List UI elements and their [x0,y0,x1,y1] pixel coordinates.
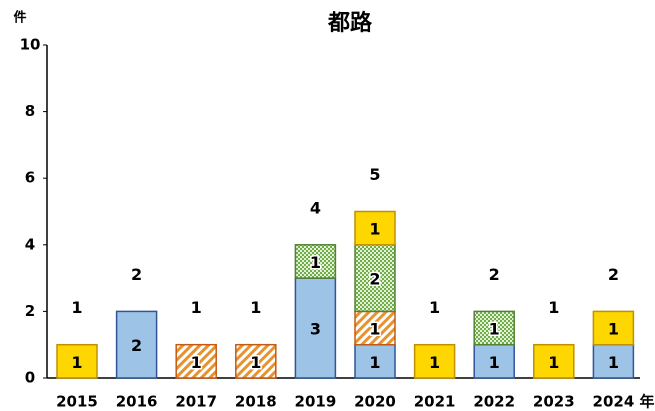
y-tick-label: 8 [25,102,35,120]
bar-segment [294,244,337,279]
total-label: 1 [250,298,261,317]
x-tick-label: 2022 [473,393,515,411]
segment-label: 2 [369,270,380,289]
y-tick-label: 10 [20,36,41,54]
bar-segment [354,310,396,346]
total-label: 2 [608,265,619,284]
x-tick-label: 2021 [414,393,456,411]
bar-segment [473,310,515,346]
total-label: 5 [369,165,380,184]
bar-segment [354,244,396,313]
segment-label: 1 [369,353,380,372]
bar-segment [592,310,635,346]
total-label: 2 [131,265,142,284]
segment-label: 1 [369,220,380,239]
bar-segment [473,343,515,379]
total-label: 1 [548,298,559,317]
x-tick-label: 2023 [533,393,575,411]
x-tick-label: 2024 [593,393,635,411]
segment-label: 1 [489,320,500,339]
x-axis-label: 年 [639,393,654,411]
bar-segment [413,343,456,379]
segment-label: 1 [489,353,500,372]
bar-segment [175,343,217,379]
y-tick-label: 4 [25,235,35,253]
bar-segment [56,343,98,379]
total-label: 1 [429,298,440,317]
bar-segment [294,277,337,379]
x-tick-label: 2016 [116,393,158,411]
x-tick-label: 2018 [235,393,277,411]
bar-segment [115,310,158,379]
x-tick-label: 2017 [175,393,217,411]
total-label: 1 [71,298,82,317]
segment-label: 1 [71,353,82,372]
x-tick-label: 2020 [354,393,396,411]
bar-segment [533,343,575,379]
total-label: 1 [191,298,202,317]
y-tick-label: 0 [25,369,35,387]
segment-label: 1 [369,320,380,339]
total-label: 2 [489,265,500,284]
segment-label: 3 [310,320,321,339]
y-tick-label: 2 [25,302,35,320]
segment-label: 1 [191,353,202,372]
segment-label: 2 [131,336,142,355]
y-axis-label: 件 [13,10,26,26]
segment-label: 1 [608,320,619,339]
segment-label: 1 [429,353,440,372]
total-label: 4 [310,198,321,217]
segment-label: 1 [250,353,261,372]
y-tick-label: 6 [25,169,35,187]
x-tick-label: 2015 [56,393,98,411]
x-tick-label: 2019 [295,393,337,411]
segment-label: 1 [548,353,559,372]
chart-title: 都路 [327,10,373,36]
segment-label: 1 [608,353,619,372]
segment-label: 1 [310,253,321,272]
bar-segment [354,210,396,246]
bar-segment [235,343,277,379]
